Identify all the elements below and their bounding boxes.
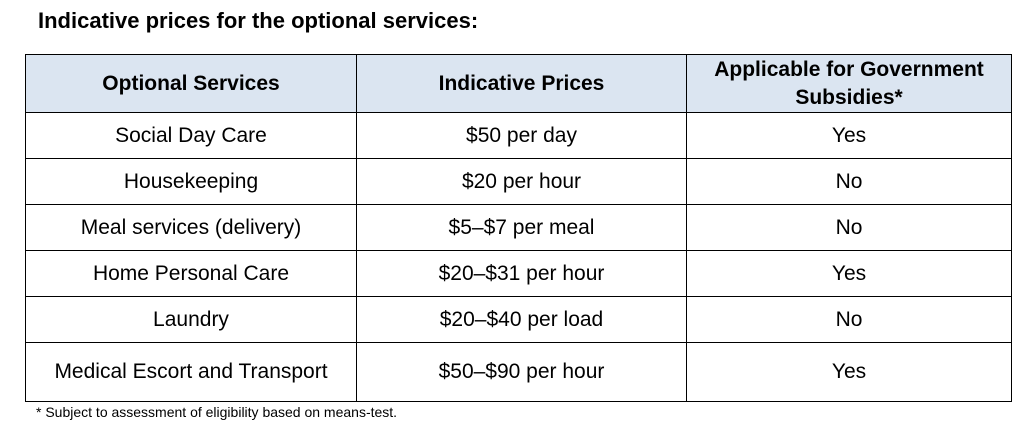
subsidy-cell: No bbox=[686, 204, 1012, 251]
table-row: Home Personal Care $20–$31 per hour Yes bbox=[25, 250, 1012, 297]
subsidy-cell: No bbox=[686, 158, 1012, 205]
subsidy-cell: Yes bbox=[686, 112, 1012, 159]
price-cell: $50–$90 per hour bbox=[356, 342, 687, 402]
table-row: Social Day Care $50 per day Yes bbox=[25, 112, 1012, 159]
subsidy-cell: Yes bbox=[686, 342, 1012, 402]
table-header-row: Optional Services Indicative Prices Appl… bbox=[25, 54, 1012, 113]
service-name-cell: Home Personal Care bbox=[25, 250, 357, 297]
price-cell: $5–$7 per meal bbox=[356, 204, 687, 251]
column-header-optional-services: Optional Services bbox=[25, 54, 357, 113]
table-row: Housekeeping $20 per hour No bbox=[25, 158, 1012, 205]
price-cell: $20–$31 per hour bbox=[356, 250, 687, 297]
price-cell: $50 per day bbox=[356, 112, 687, 159]
table-row: Laundry $20–$40 per load No bbox=[25, 296, 1012, 343]
footnote: * Subject to assessment of eligibility b… bbox=[36, 404, 398, 420]
subsidy-cell: Yes bbox=[686, 250, 1012, 297]
service-name-cell: Social Day Care bbox=[25, 112, 357, 159]
service-name-cell: Meal services (delivery) bbox=[25, 204, 357, 251]
page-heading: Indicative prices for the optional servi… bbox=[38, 8, 479, 33]
service-name-cell: Laundry bbox=[25, 296, 357, 343]
optional-services-table: Optional Services Indicative Prices Appl… bbox=[25, 54, 1012, 402]
column-header-indicative-prices: Indicative Prices bbox=[356, 54, 687, 113]
price-cell: $20 per hour bbox=[356, 158, 687, 205]
price-cell: $20–$40 per load bbox=[356, 296, 687, 343]
column-header-subsidy-applicable: Applicable for Government Subsidies* bbox=[686, 54, 1012, 113]
table-row: Meal services (delivery) $5–$7 per meal … bbox=[25, 204, 1012, 251]
subsidy-cell: No bbox=[686, 296, 1012, 343]
service-name-cell: Housekeeping bbox=[25, 158, 357, 205]
table-row: Medical Escort and Transport $50–$90 per… bbox=[25, 342, 1012, 402]
service-name-cell: Medical Escort and Transport bbox=[25, 342, 357, 402]
